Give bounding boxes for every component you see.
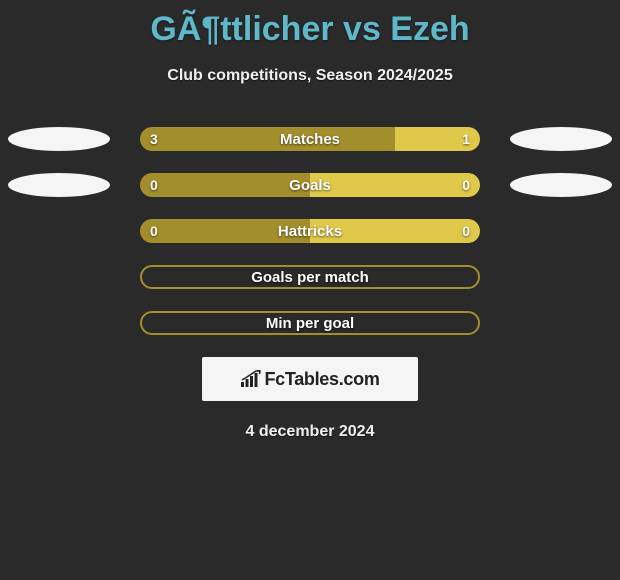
stat-row: Goals per match	[0, 265, 620, 289]
stat-row: 00Goals	[0, 173, 620, 197]
player-avatar-right	[510, 127, 612, 151]
stat-bar: Goals per match	[140, 265, 480, 289]
page-title: GÃ¶ttlicher vs Ezeh	[0, 0, 620, 49]
stat-bar: 31Matches	[140, 127, 480, 151]
player-avatar-right	[510, 173, 612, 197]
player-avatar-left	[8, 127, 110, 151]
branding-box: FcTables.com	[202, 357, 418, 401]
stat-label: Goals	[140, 173, 480, 197]
player-avatar-left	[8, 173, 110, 197]
info-date: 4 december 2024	[0, 423, 620, 441]
stat-row: 31Matches	[0, 127, 620, 151]
comparison-chart: 31Matches 00Goals 00Hattricks Goals per mat…	[0, 127, 620, 335]
stat-row: Min per goal	[0, 311, 620, 335]
page-subtitle: Club competitions, Season 2024/2025	[0, 67, 620, 85]
branding-logo: FcTables.com	[240, 369, 379, 390]
chart-icon	[240, 370, 262, 388]
stat-row: 00Hattricks	[0, 219, 620, 243]
branding-text: FcTables.com	[264, 369, 379, 390]
stat-bar: Min per goal	[140, 311, 480, 335]
stat-label: Goals per match	[142, 267, 478, 287]
stat-label: Min per goal	[142, 313, 478, 333]
stat-bar: 00Hattricks	[140, 219, 480, 243]
stat-bar: 00Goals	[140, 173, 480, 197]
stat-label: Matches	[140, 127, 480, 151]
stat-label: Hattricks	[140, 219, 480, 243]
